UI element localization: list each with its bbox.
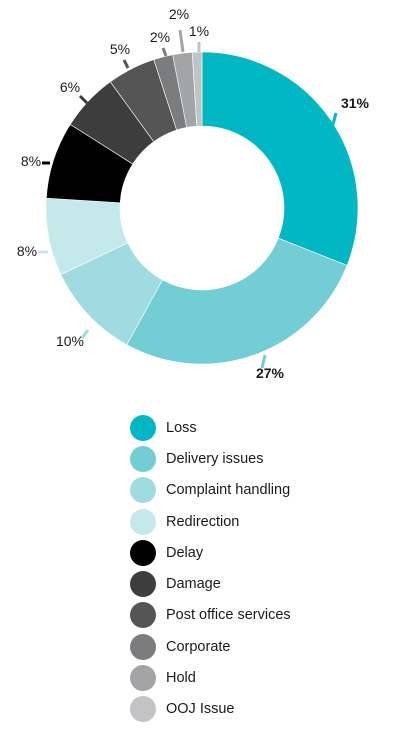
legend-item: Damage — [130, 568, 291, 599]
legend-label: Corporate — [166, 638, 231, 655]
legend-swatch — [130, 414, 156, 441]
chart-legend: Loss Delivery issues Complaint handling Red… — [130, 412, 291, 725]
legend-item: OOJ Issue — [130, 694, 291, 725]
legend-swatch — [130, 445, 156, 472]
legend-label: Hold — [166, 670, 196, 687]
legend-item: Complaint handling — [130, 475, 291, 506]
leader-line — [330, 112, 338, 129]
data-label: 10% — [56, 333, 84, 349]
legend-swatch — [130, 696, 156, 723]
leader-line — [178, 29, 185, 53]
legend-label: Post office services — [166, 607, 291, 624]
legend-item: Loss — [130, 412, 291, 443]
legend-label: Complaint handling — [166, 482, 291, 499]
legend-label: Delivery issues — [166, 450, 264, 467]
legend-label: Damage — [166, 576, 221, 593]
legend-item: Delay — [130, 537, 291, 568]
legend-item: Hold — [130, 662, 291, 693]
legend-item: Redirection — [130, 506, 291, 537]
legend-item: Corporate — [130, 631, 291, 662]
legend-swatch — [130, 571, 156, 598]
legend-swatch — [130, 508, 156, 535]
legend-label: Redirection — [166, 513, 240, 530]
legend-label: Delay — [166, 544, 204, 561]
leader-line — [260, 354, 267, 369]
donut-chart: 31%27%10%8%8%6%5%2%2%1% — [17, 6, 370, 381]
legend-swatch — [130, 633, 156, 660]
leader-line — [80, 329, 90, 339]
leader-line — [78, 94, 89, 105]
data-label: 8% — [17, 243, 37, 259]
data-label: 5% — [110, 41, 130, 57]
data-label: 2% — [169, 6, 189, 22]
slice-delivery-issues — [126, 237, 348, 365]
legend-label: Loss — [166, 419, 197, 436]
legend-swatch — [130, 477, 156, 504]
data-label: 27% — [256, 365, 285, 381]
data-label: 2% — [150, 29, 170, 45]
legend-swatch — [130, 602, 156, 629]
legend-swatch — [130, 539, 156, 566]
slice-loss — [201, 51, 359, 266]
data-label: 1% — [189, 23, 209, 39]
legend-label: OOJ Issue — [166, 701, 235, 718]
legend-swatch — [130, 665, 156, 692]
slice-ooj-issue — [191, 51, 203, 127]
data-label: 8% — [21, 153, 41, 169]
legend-item: Post office services — [130, 600, 291, 631]
data-label: 31% — [341, 95, 370, 111]
leader-line — [122, 59, 130, 69]
data-label: 6% — [60, 79, 80, 95]
legend-item: Delivery issues — [130, 443, 291, 474]
leader-line — [161, 47, 168, 57]
